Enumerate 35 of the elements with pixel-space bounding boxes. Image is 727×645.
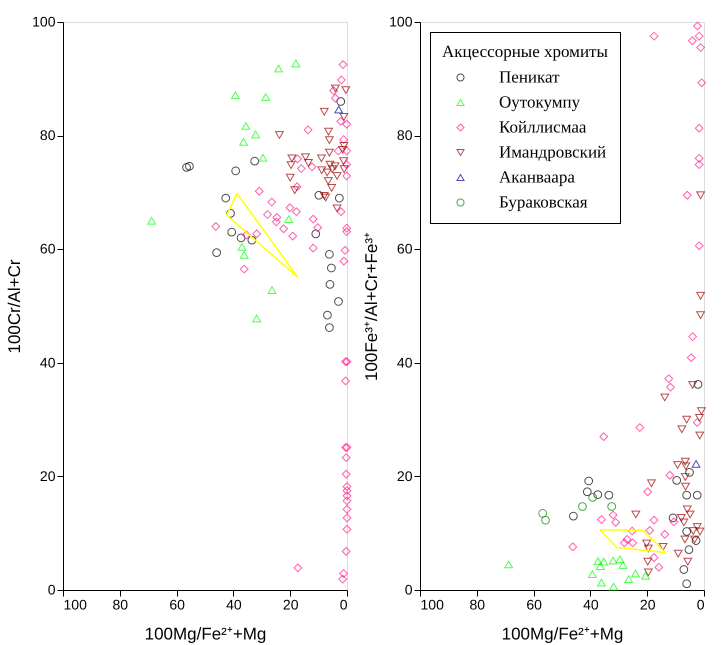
y-tick-label: 20 (396, 468, 413, 484)
x-tick-label: 100 (420, 596, 444, 612)
legend-title: Акцессорные хромиты (442, 42, 608, 61)
x-tick-label: 40 (226, 596, 242, 612)
x-axis-title: 100Mg/Fe²⁺+Mg (502, 624, 624, 644)
x-axis-title: 100Mg/Fe²⁺+Mg (144, 624, 266, 644)
legend-label: Койллисмаа (499, 118, 587, 136)
legend-label: Пеникат (499, 68, 560, 86)
y-tick-label: 100 (32, 14, 56, 30)
x-tick-label: 0 (696, 596, 705, 612)
legend-label: Аканваара (499, 168, 576, 186)
y-tick-label: 60 (396, 240, 413, 257)
y-tick-label: 80 (396, 127, 413, 144)
x-tick-label: 60 (526, 596, 542, 612)
y-axis-title: 100Fe³⁺/Al+Cr+Fe³⁺ (362, 232, 382, 381)
x-tick-label: 80 (470, 596, 486, 612)
x-tick-label: 40 (583, 596, 599, 612)
y-tick-label: 0 (48, 582, 56, 598)
x-tick-label: 20 (282, 596, 299, 612)
x-tick-label: 80 (112, 596, 128, 612)
y-axis-title: 100Cr/Al+Cr (5, 259, 24, 354)
y-tick-label: 20 (40, 468, 56, 484)
y-tick-label: 80 (40, 127, 56, 144)
y-tick-label: 100 (389, 14, 413, 30)
x-tick-label: 100 (64, 596, 88, 612)
legend-label: Бураковская (499, 192, 588, 212)
legend-label: Оутокумпу (499, 92, 581, 112)
x-tick-label: 0 (340, 596, 348, 612)
y-tick-label: 40 (40, 354, 56, 370)
x-tick-label: 60 (169, 596, 186, 612)
x-tick-label: 20 (640, 596, 656, 612)
y-tick-label: 0 (404, 582, 413, 598)
y-tick-label: 40 (396, 354, 413, 370)
legend-label: Имандровский (499, 142, 606, 162)
y-tick-label: 60 (40, 240, 56, 257)
